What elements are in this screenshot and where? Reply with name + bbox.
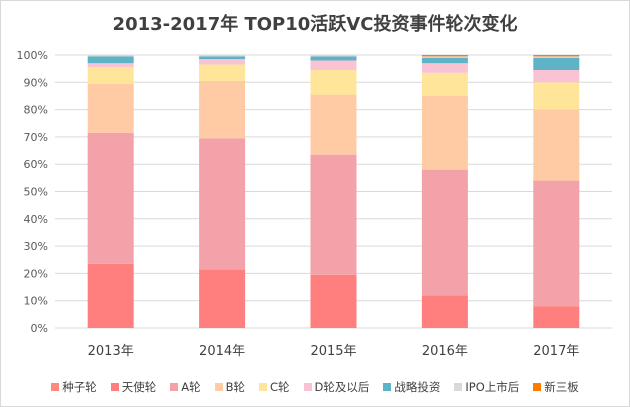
- bar-segment: [87, 132, 134, 264]
- bar-segment: [533, 57, 580, 71]
- legend-swatch: [383, 383, 392, 391]
- bar-segment: [310, 70, 357, 95]
- chart-title: 2013-2017年 TOP10活跃VC投资事件轮次变化: [112, 14, 518, 35]
- y-tick-label: 30%: [24, 240, 48, 253]
- y-tick-label: 70%: [24, 131, 48, 144]
- legend-label: C轮: [269, 380, 290, 394]
- legend-item: 种子轮: [51, 379, 97, 395]
- legend-item: D轮及以后: [303, 379, 370, 395]
- legend-item: A轮: [170, 379, 201, 395]
- x-tick-label: 2015年: [310, 344, 356, 359]
- bar-segment: [533, 306, 580, 328]
- legend-swatch: [110, 383, 119, 391]
- bar-segment: [533, 180, 580, 307]
- bar-segment: [421, 57, 468, 64]
- legend-item: 天使轮: [110, 379, 157, 395]
- chart-legend: 种子轮 天使轮 A轮 B轮 C轮 D轮及以后 战略投资 IPO上市后 新三板: [0, 379, 630, 395]
- y-tick-label: 80%: [24, 104, 48, 117]
- legend-label: 种子轮: [62, 380, 97, 394]
- legend-label: IPO上市后: [465, 380, 520, 394]
- bar-segment: [533, 109, 580, 181]
- bar-segment: [199, 269, 246, 328]
- legend-item: B轮: [214, 379, 245, 395]
- x-tick-label: 2016年: [422, 344, 468, 359]
- bar-segment: [533, 70, 580, 83]
- legend-swatch: [170, 383, 179, 391]
- y-tick-label: 10%: [24, 295, 48, 308]
- x-tick-label: 2013年: [88, 344, 134, 359]
- x-tick-label: 2017年: [533, 344, 579, 359]
- legend-item: 战略投资: [383, 379, 440, 395]
- bar-segment: [310, 55, 357, 57]
- bar-segment: [421, 295, 468, 328]
- y-tick-label: 60%: [24, 158, 48, 171]
- bar-segment: [310, 94, 357, 155]
- bar-segment: [87, 63, 134, 68]
- legend-item: C轮: [258, 379, 290, 395]
- bar-segment: [199, 56, 246, 60]
- bar-segment: [533, 56, 580, 58]
- y-tick-label: 100%: [17, 49, 48, 62]
- bar-segment: [421, 95, 468, 170]
- legend-swatch: [214, 383, 223, 391]
- bar-segment: [533, 55, 580, 57]
- legend-swatch: [533, 383, 542, 391]
- bar-segment: [421, 169, 468, 296]
- bar-segment: [87, 263, 134, 328]
- bar-segment: [421, 63, 468, 73]
- legend-label: A轮: [181, 380, 201, 394]
- bar-segment: [421, 55, 468, 57]
- bar-segment: [199, 59, 246, 65]
- bar-segment: [87, 56, 134, 64]
- legend-label: 战略投资: [394, 380, 441, 394]
- legend-swatch: [303, 383, 312, 391]
- bar-segment: [87, 67, 134, 84]
- bar-segment: [87, 83, 134, 133]
- bar-segment: [310, 154, 357, 275]
- bar-segment: [310, 56, 357, 61]
- bar-segment: [199, 138, 246, 270]
- y-tick-label: 0%: [31, 322, 48, 335]
- legend-item: 新三板: [533, 379, 579, 395]
- y-tick-label: 40%: [24, 213, 48, 226]
- bar-segment: [199, 64, 246, 81]
- x-tick-label: 2014年: [199, 344, 245, 359]
- bar-segment: [199, 80, 246, 139]
- legend-label: B轮: [225, 380, 245, 394]
- bar-segment: [87, 55, 134, 57]
- y-tick-label: 90%: [24, 76, 48, 89]
- bar-segment: [310, 274, 357, 328]
- bar-segment: [421, 72, 468, 96]
- y-tick-label: 50%: [24, 186, 48, 199]
- legend-label: 新三板: [544, 380, 579, 394]
- legend-label: 天使轮: [121, 380, 157, 394]
- bar-segment: [310, 60, 357, 71]
- y-tick-label: 20%: [24, 267, 48, 280]
- bar-segment: [199, 55, 246, 57]
- legend-swatch: [454, 383, 463, 391]
- bar-segment: [421, 56, 468, 58]
- bar-segment: [533, 82, 580, 110]
- legend-swatch: [51, 383, 60, 391]
- legend-label: D轮及以后: [314, 380, 370, 394]
- legend-swatch: [258, 383, 267, 391]
- legend-item: IPO上市后: [454, 379, 519, 395]
